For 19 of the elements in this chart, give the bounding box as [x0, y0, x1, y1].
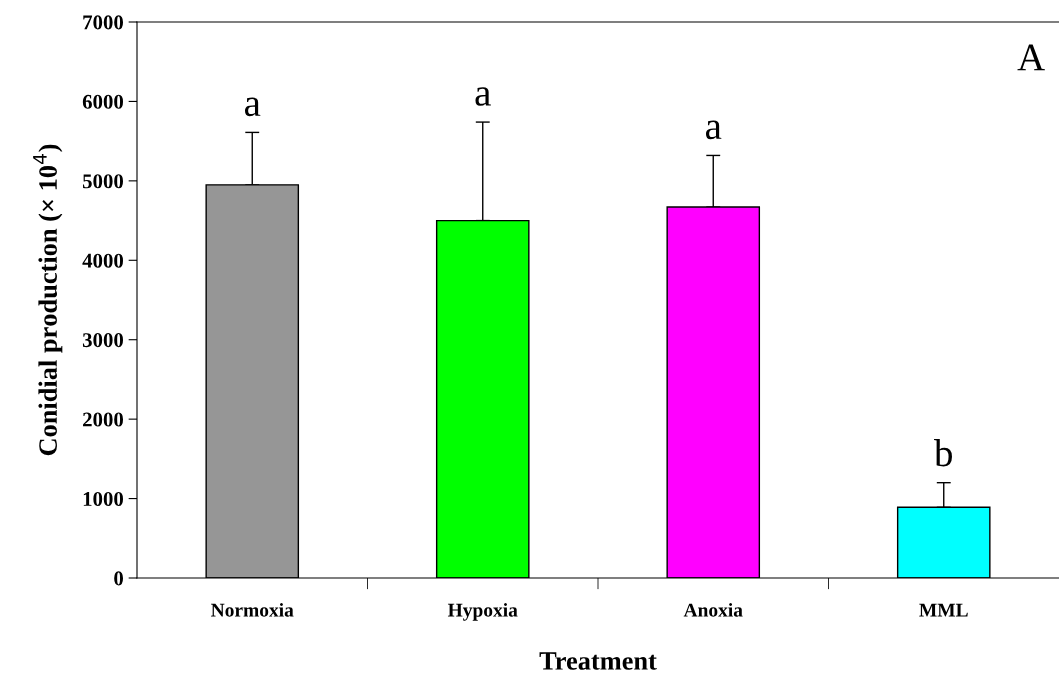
x-tick-label: Normoxia	[211, 603, 294, 617]
y-tick-label: 2000	[83, 412, 124, 427]
x-tick-label: MML	[919, 603, 968, 617]
y-tick-label: 7000	[83, 15, 124, 30]
y-tick-label: 5000	[82, 174, 124, 189]
y-axis-title: Conidial production (× 10$^{4}$)	[33, 144, 63, 456]
y-tick-label: 3000	[82, 333, 124, 348]
y-tick-label: 4000	[82, 253, 124, 268]
y-tick-label: 6000	[82, 94, 124, 109]
annotation: A	[1017, 44, 1045, 71]
y-tick-label: 1000	[83, 491, 124, 506]
annotation: b	[934, 439, 952, 467]
y-tick-label: 0	[114, 571, 124, 586]
annotation: a	[244, 97, 261, 117]
annotation: a	[475, 87, 491, 106]
x-tick-label: Hypoxia	[447, 603, 518, 621]
x-tick-label: Anoxia	[683, 603, 743, 617]
annotation: a	[705, 120, 722, 140]
x-axis-title: Treatment	[539, 652, 657, 670]
